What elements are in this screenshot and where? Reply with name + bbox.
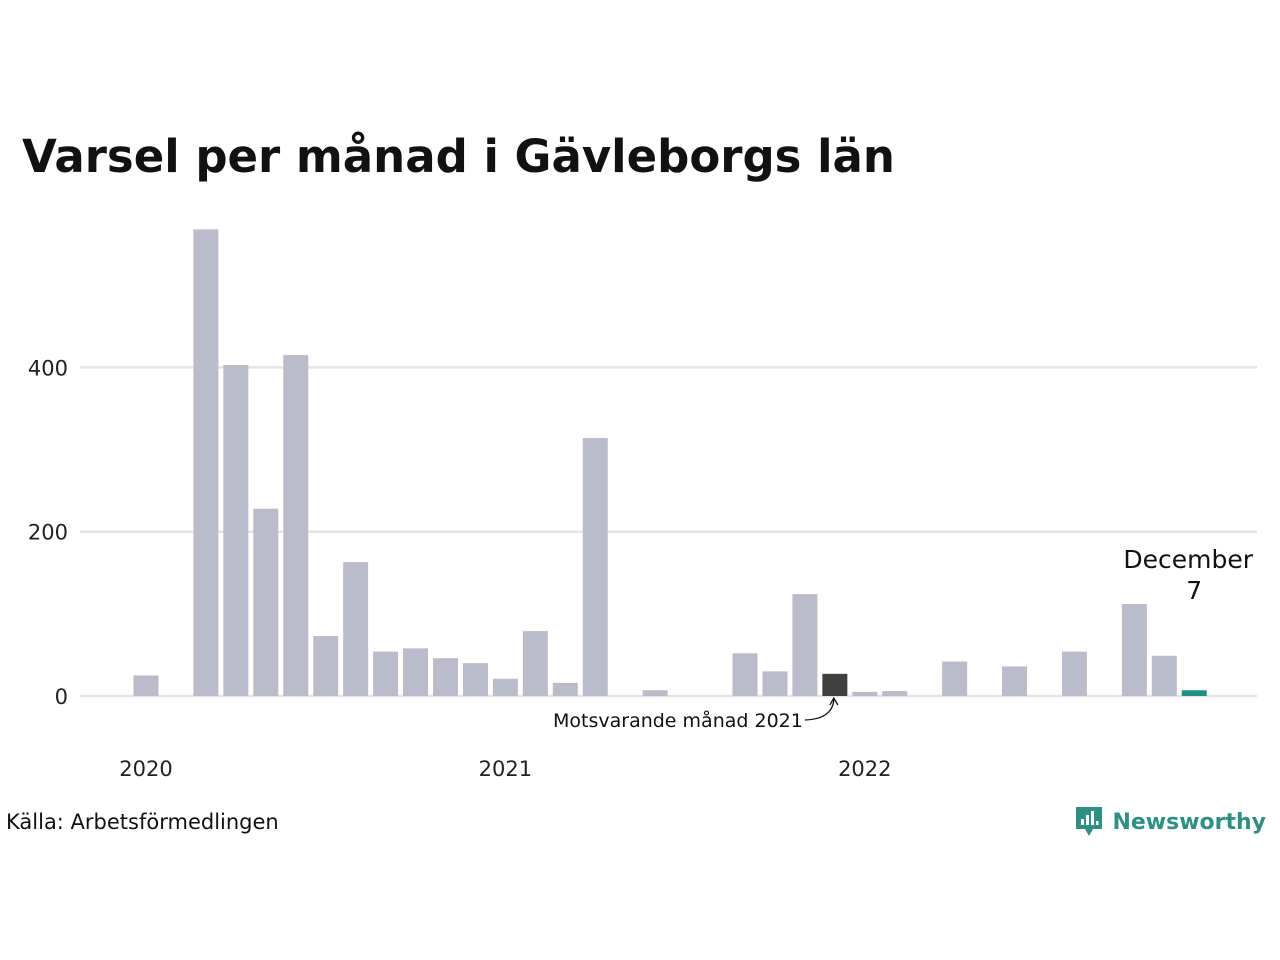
bar [882, 691, 908, 696]
bar [552, 682, 578, 696]
bar [792, 594, 818, 696]
bar [133, 675, 159, 696]
bar [582, 438, 608, 696]
highlight-month-label: December [1123, 545, 1253, 574]
brand-logo-group: Newsworthy [1074, 805, 1266, 839]
bars [133, 229, 1207, 696]
chart-title: Varsel per månad i Gävleborgs län [22, 130, 895, 183]
bar [1061, 651, 1087, 696]
x-tick-label: 2022 [838, 757, 891, 781]
annotation-arrow [804, 698, 835, 721]
bar [433, 658, 458, 696]
annotation-arrowhead [829, 696, 839, 706]
bar [942, 661, 968, 696]
bar [403, 648, 429, 696]
y-tick-label: 400 [28, 356, 68, 380]
brand-name: Newsworthy [1112, 809, 1266, 835]
bar-highlight [1181, 690, 1207, 696]
highlight-value-label: 7 [1186, 576, 1202, 605]
y-tick-label: 200 [28, 521, 68, 545]
y-axis-tick-labels: 0 200 400 [28, 356, 68, 709]
bar [1002, 666, 1028, 696]
bar [462, 663, 488, 696]
comparison-annotation: Motsvarande månad 2021 [553, 709, 803, 732]
bar [642, 690, 668, 696]
bar [283, 355, 309, 696]
bar [762, 671, 788, 696]
y-tick-label: 0 [55, 685, 68, 709]
bar [343, 562, 369, 696]
bar [313, 636, 339, 696]
bar [193, 229, 219, 696]
x-axis-tick-labels: 2020 2021 2022 [119, 757, 891, 781]
bar [852, 691, 878, 696]
source-note: Källa: Arbetsförmedlingen [6, 810, 279, 834]
x-tick-label: 2021 [479, 757, 532, 781]
bar [223, 364, 249, 696]
bar [373, 651, 399, 696]
bar [522, 631, 548, 696]
bar-comparison [822, 673, 848, 696]
bar [1151, 655, 1177, 696]
newsworthy-logo-icon [1076, 807, 1103, 836]
x-tick-label: 2020 [119, 757, 172, 781]
bar [732, 653, 758, 696]
bar [492, 678, 518, 696]
bar [1121, 603, 1147, 696]
bar [253, 508, 279, 696]
